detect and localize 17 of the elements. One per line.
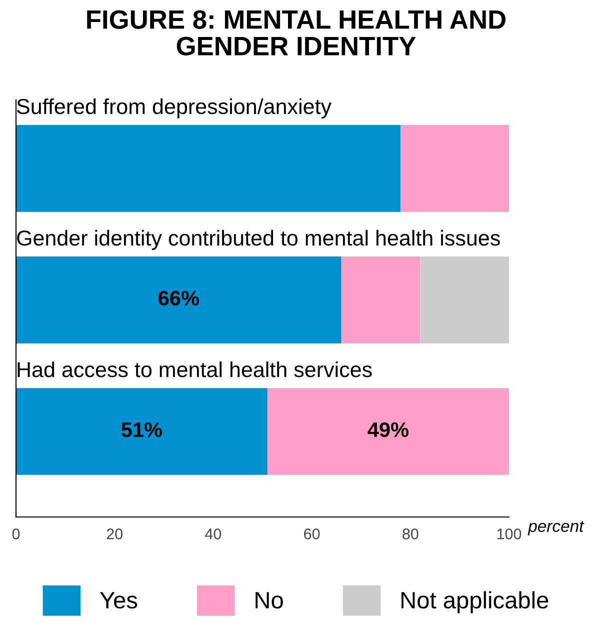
x-tick-label: 60: [304, 528, 320, 540]
legend-label: Not applicable: [402, 591, 548, 614]
x-tick-label: 100: [497, 528, 522, 540]
x-tick-label: 80: [402, 528, 418, 540]
legend-label: No: [256, 592, 283, 609]
data-label: 49%: [368, 422, 409, 438]
y-tick-label: Gender identity contributed to mental health issues: [17, 230, 500, 250]
y-tick-label: Had access to mental health services: [18, 361, 372, 378]
x-axis-title: percent: [528, 521, 584, 536]
chart-title: FIGURE 8: MENTAL HEALTH AND GENDER IDENTITY: [87, 10, 506, 56]
legend-label: Yes: [100, 592, 138, 609]
x-tick-label: 40: [205, 528, 222, 540]
y-tick-label: Suffered from depression/anxiety: [16, 98, 332, 118]
data-label: 51%: [122, 422, 162, 438]
x-tick-label: 0: [12, 528, 20, 540]
x-tick-label: 20: [106, 528, 122, 540]
data-label: 66%: [158, 290, 199, 306]
